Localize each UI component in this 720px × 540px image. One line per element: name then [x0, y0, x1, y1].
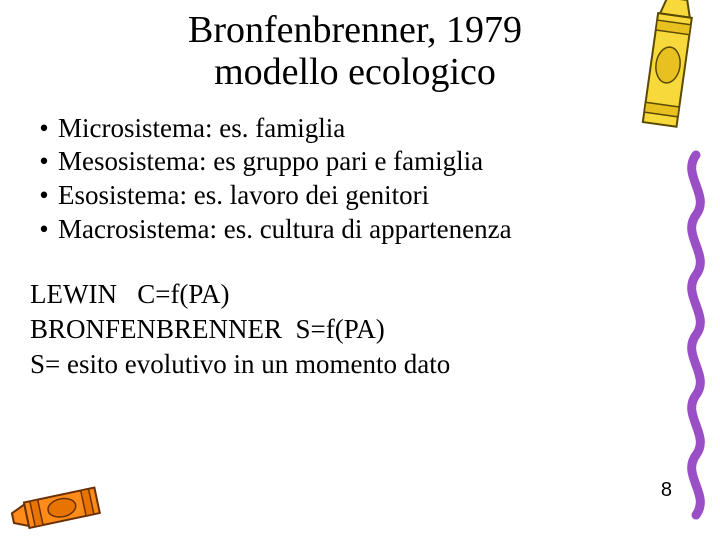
- formula-line: BRONFENBRENNER S=f(PA): [30, 312, 680, 347]
- bullet-text: Esosistema: es. lavoro dei genitori: [58, 179, 429, 213]
- bullet-text: Microsistema: es. famiglia: [58, 112, 345, 146]
- bullet-dot-icon: •: [30, 213, 58, 247]
- slide-title: Bronfenbrenner, 1979 modello ecologico: [30, 10, 680, 94]
- formula-line: S= esito evolutivo in un momento dato: [30, 347, 680, 382]
- list-item: • Microsistema: es. famiglia: [30, 112, 680, 146]
- title-line-1: Bronfenbrenner, 1979: [188, 9, 522, 51]
- formula-block: LEWIN C=f(PA) BRONFENBRENNER S=f(PA) S= …: [30, 277, 680, 382]
- list-item: • Mesosistema: es gruppo pari e famiglia: [30, 145, 680, 179]
- bullet-list: • Microsistema: es. famiglia • Mesosiste…: [30, 112, 680, 247]
- page-number: 8: [661, 479, 672, 502]
- title-line-2: modello ecologico: [214, 51, 496, 93]
- crayon-icon: [638, 0, 698, 140]
- bullet-dot-icon: •: [30, 145, 58, 179]
- list-item: • Macrosistema: es. cultura di appartene…: [30, 213, 680, 247]
- slide: Bronfenbrenner, 1979 modello ecologico •…: [0, 0, 720, 540]
- formula-line: LEWIN C=f(PA): [30, 277, 680, 312]
- bullet-dot-icon: •: [30, 179, 58, 213]
- bullet-text: Mesosistema: es gruppo pari e famiglia: [58, 145, 483, 179]
- bullet-text: Macrosistema: es. cultura di appartenenz…: [58, 213, 512, 247]
- squiggle-icon: [676, 150, 716, 530]
- crayon-icon: [6, 484, 106, 534]
- bullet-dot-icon: •: [30, 112, 58, 146]
- list-item: • Esosistema: es. lavoro dei genitori: [30, 179, 680, 213]
